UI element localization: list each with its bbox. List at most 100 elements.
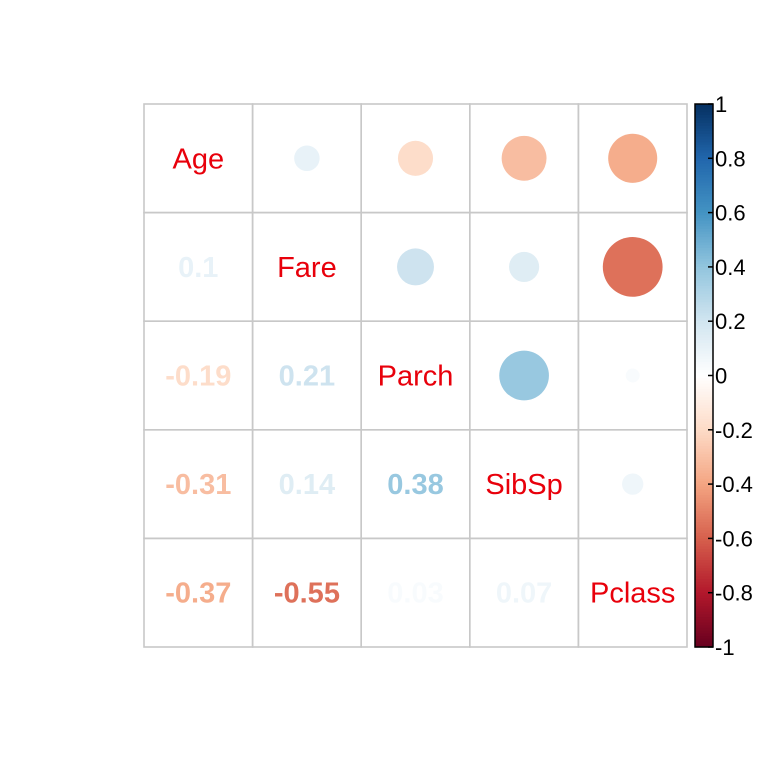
colorbar-segment	[695, 617, 713, 621]
colorbar-segment	[695, 104, 713, 108]
colorbar-segment	[695, 440, 713, 444]
correlation-value: -0.37	[165, 578, 231, 610]
colorbar-segment	[695, 513, 713, 518]
colorbar-segment	[695, 437, 713, 442]
colorbar-segment	[695, 494, 713, 499]
colorbar-segment	[695, 277, 713, 282]
colorbar-segment	[695, 114, 713, 119]
colorbar-segment	[695, 288, 713, 292]
colorbar-segment	[695, 169, 713, 173]
colorbar-segment	[695, 304, 713, 309]
colorbar-segment	[695, 177, 713, 181]
colorbar-segment	[695, 180, 713, 184]
colorbar-segment	[695, 185, 713, 189]
correlation-value: 0.07	[496, 578, 552, 610]
colorbar-segment	[695, 600, 713, 605]
colorbar-segment	[695, 128, 713, 132]
colorbar-segment	[695, 253, 713, 257]
correlation-value: 0.03	[387, 578, 443, 610]
colorbar-segment	[695, 275, 713, 279]
colorbar-segment	[695, 633, 713, 637]
variable-label: Age	[172, 143, 224, 175]
colorbar-segment	[695, 592, 713, 597]
colorbar-segment	[695, 584, 713, 588]
colorbar-tick-label: 0.6	[715, 201, 746, 226]
colorbar-segment	[695, 361, 713, 366]
colorbar-segment	[695, 546, 713, 550]
colorbar-segment	[695, 152, 713, 157]
colorbar-segment	[695, 530, 713, 534]
colorbar-segment	[695, 283, 713, 287]
correlation-value: -0.19	[165, 361, 231, 393]
colorbar-segment	[695, 519, 713, 523]
colorbar-segment	[695, 245, 713, 249]
colorbar-segment	[695, 264, 713, 268]
colorbar-segment	[695, 524, 713, 529]
colorbar-segment	[695, 454, 713, 458]
colorbar-segment	[695, 196, 713, 200]
colorbar-segment	[695, 212, 713, 216]
colorbar-segment	[695, 261, 713, 265]
variable-label: Fare	[277, 252, 337, 284]
colorbar-segment	[695, 342, 713, 347]
colorbar-segment	[695, 207, 713, 211]
colorbar-segment	[695, 348, 713, 352]
colorbar-segment	[695, 315, 713, 320]
colorbar-tick-label: 0	[715, 364, 727, 389]
correlation-value: 0.21	[279, 361, 335, 393]
colorbar-segment	[695, 334, 713, 339]
colorbar-segment	[695, 481, 713, 485]
colorbar-segment	[695, 329, 713, 333]
colorbar-segment	[695, 535, 713, 539]
correlation-circle	[397, 248, 434, 286]
correlation-circle	[509, 251, 540, 282]
colorbar-segment	[695, 606, 713, 610]
colorbar-segment	[695, 209, 713, 214]
colorbar-segment	[695, 451, 713, 455]
colorbar-tick-label: -0.2	[715, 418, 753, 443]
colorbar-segment	[695, 226, 713, 230]
colorbar-segment	[695, 163, 713, 168]
colorbar-segment	[695, 380, 713, 385]
colorbar-segment	[695, 416, 713, 420]
colorbar-segment	[695, 106, 713, 111]
colorbar-segment	[695, 299, 713, 303]
colorbar-segment	[695, 408, 713, 412]
colorbar-segment	[695, 370, 713, 374]
colorbar-segment	[695, 456, 713, 461]
colorbar-segment	[695, 397, 713, 401]
colorbar-segment	[695, 598, 713, 602]
colorbar-segment	[695, 280, 713, 284]
colorbar-segment	[695, 318, 713, 322]
colorbar-segment	[695, 565, 713, 569]
variable-label: Pclass	[590, 578, 675, 610]
colorbar-segment	[695, 112, 713, 116]
colorbar-segment	[695, 356, 713, 360]
colorbar-segment	[695, 345, 713, 349]
colorbar-segment	[695, 497, 713, 501]
colorbar-segment	[695, 475, 713, 480]
colorbar-segment	[695, 511, 713, 515]
colorbar-segment	[695, 589, 713, 594]
colorbar-segment	[695, 459, 713, 463]
colorbar-segment	[695, 410, 713, 415]
colorbar-segment	[695, 359, 713, 363]
matrix-cell	[577, 537, 688, 648]
colorbar-segment	[695, 291, 713, 295]
colorbar-segment	[695, 337, 713, 341]
colorbar-segment	[695, 484, 713, 488]
colorbar-segment	[695, 285, 713, 290]
colorbar-tick-label: -1	[715, 635, 735, 660]
colorbar-segment	[695, 562, 713, 567]
colorbar-segment	[695, 258, 713, 263]
colorbar-segment	[695, 622, 713, 626]
colorbar-segment	[695, 603, 713, 607]
colorbar-segment	[695, 296, 713, 301]
colorbar-segment	[695, 125, 713, 130]
colorbar-segment	[695, 573, 713, 578]
colorbar-segment	[695, 549, 713, 553]
colorbar-segment	[695, 131, 713, 135]
colorbar-segment	[695, 443, 713, 447]
colorbar-segment	[695, 448, 713, 453]
